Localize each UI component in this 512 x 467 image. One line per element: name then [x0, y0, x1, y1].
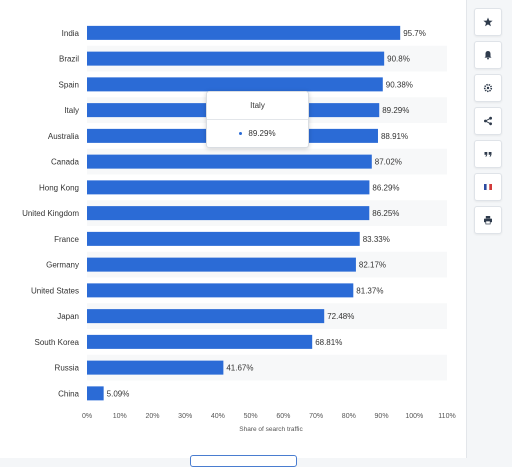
- value-label: 88.91%: [381, 132, 408, 141]
- category-label: France: [54, 235, 79, 244]
- bar-south-korea[interactable]: [87, 334, 313, 349]
- bar-hong-kong[interactable]: [87, 180, 370, 195]
- value-label: 81.37%: [356, 286, 383, 295]
- x-tick-label: 40%: [211, 413, 225, 420]
- x-tick-labels: 0% 10% 20% 30% 40% 50% 60% 70% 80% 90% 100% 110%: [82, 413, 456, 420]
- tooltip-row: 89.29%: [207, 120, 308, 147]
- category-labels: India Brazil Spain Italy Australia Canada Hong…: [22, 29, 79, 399]
- chart-card: India Brazil Spain Italy Australia Canada Hong…: [0, 0, 467, 467]
- language-button[interactable]: [474, 173, 502, 201]
- value-label: 86.25%: [372, 209, 399, 218]
- category-label: Russia: [55, 364, 80, 373]
- category-label: China: [58, 389, 79, 398]
- value-label: 41.67%: [226, 364, 253, 373]
- value-label: 90.8%: [387, 55, 410, 64]
- x-tick-label: 100%: [405, 413, 423, 420]
- tooltip-value: 89.29%: [248, 129, 276, 138]
- value-labels: 95.7% 90.8% 90.38% 89.29% 88.91% 87.02% 86.29%…: [107, 29, 426, 399]
- bar-united-kingdom[interactable]: [87, 206, 370, 221]
- bar-chart: India Brazil Spain Italy Australia Canada Hong…: [22, 25, 456, 433]
- x-axis-title: Share of search traffic: [239, 426, 303, 433]
- x-tick-label: 50%: [244, 413, 258, 420]
- cite-button[interactable]: [474, 140, 502, 168]
- tooltip-dot-icon: [239, 132, 243, 136]
- category-label: Japan: [57, 312, 79, 321]
- value-label: 89.29%: [382, 106, 409, 115]
- x-tick-label: 60%: [276, 413, 290, 420]
- value-label: 72.48%: [327, 312, 354, 321]
- bar-china[interactable]: [87, 386, 104, 401]
- value-label: 90.38%: [386, 80, 413, 89]
- tooltip-title: Italy: [207, 92, 308, 120]
- notification-button[interactable]: [474, 41, 502, 69]
- category-label: Spain: [59, 80, 79, 89]
- bars: [87, 25, 401, 401]
- x-tick-label: 10%: [113, 413, 127, 420]
- category-label: United States: [31, 286, 79, 295]
- x-tick-label: 110%: [438, 413, 455, 420]
- category-label: South Korea: [35, 338, 80, 347]
- settings-button[interactable]: [474, 74, 502, 102]
- category-label: India: [62, 29, 80, 38]
- value-label: 82.17%: [359, 261, 386, 270]
- category-label: Brazil: [59, 55, 79, 64]
- value-label: 5.09%: [107, 389, 130, 398]
- share-button[interactable]: [474, 107, 502, 135]
- bar-canada[interactable]: [87, 154, 372, 169]
- print-button[interactable]: [474, 206, 502, 234]
- x-tick-label: 70%: [309, 413, 323, 420]
- share-icon: [484, 116, 492, 126]
- x-tick-label: 30%: [178, 413, 192, 420]
- bar-united-states[interactable]: [87, 283, 354, 298]
- bar-india[interactable]: [87, 25, 401, 40]
- bar-russia[interactable]: [87, 360, 224, 375]
- category-label: Australia: [48, 132, 80, 141]
- tooltip: Italy 89.29%: [206, 91, 309, 148]
- category-label: United Kingdom: [22, 209, 79, 218]
- toolbar: [474, 8, 502, 239]
- star-button[interactable]: [474, 8, 502, 36]
- value-label: 83.33%: [363, 235, 390, 244]
- x-tick-label: 80%: [342, 413, 356, 420]
- x-tick-label: 90%: [375, 413, 389, 420]
- quote-icon: [484, 152, 492, 157]
- star-icon: [483, 17, 493, 27]
- value-label: 95.7%: [403, 29, 426, 38]
- bar-spain[interactable]: [87, 77, 383, 92]
- category-label: Germany: [46, 261, 79, 270]
- category-label: Canada: [51, 158, 80, 167]
- category-label: Italy: [64, 106, 79, 115]
- value-label: 87.02%: [375, 158, 402, 167]
- value-label: 86.29%: [372, 183, 399, 192]
- value-label: 68.81%: [315, 338, 342, 347]
- french-flag-icon: [484, 183, 492, 191]
- gear-icon: [483, 83, 493, 93]
- bar-germany[interactable]: [87, 257, 356, 272]
- print-icon: [484, 216, 492, 225]
- bottom-button[interactable]: [190, 455, 297, 467]
- x-tick-label: 0%: [82, 413, 92, 420]
- bar-brazil[interactable]: [87, 51, 385, 66]
- bar-france[interactable]: [87, 231, 360, 246]
- bell-icon: [484, 51, 492, 60]
- x-tick-label: 20%: [145, 413, 159, 420]
- bar-japan[interactable]: [87, 309, 325, 324]
- category-label: Hong Kong: [39, 183, 79, 192]
